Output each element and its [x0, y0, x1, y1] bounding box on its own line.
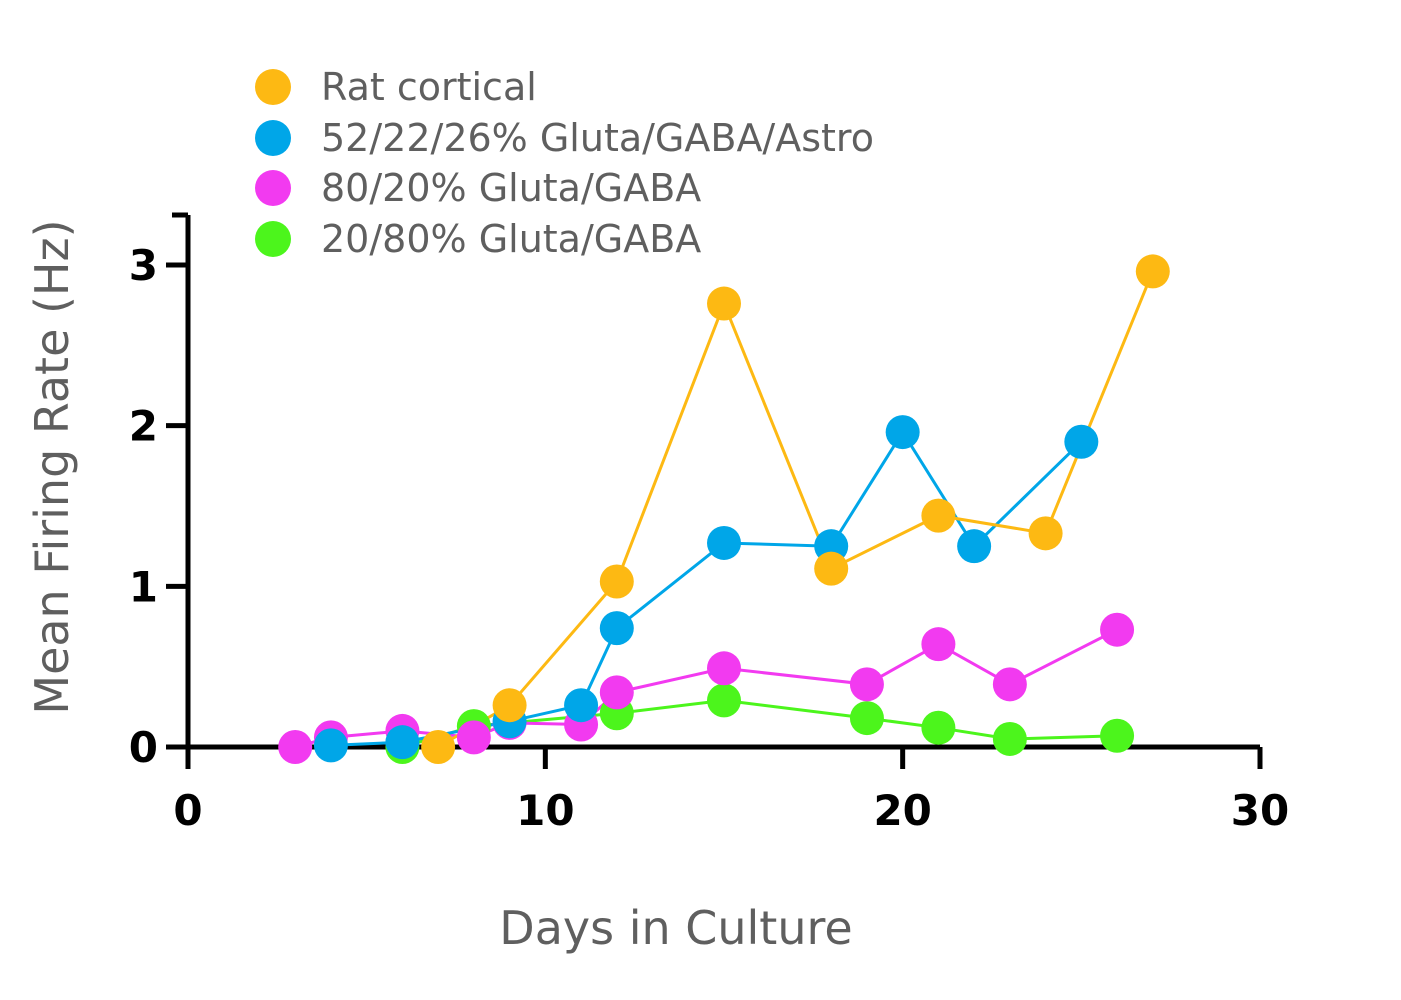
data-point [599, 564, 634, 599]
legend: Rat cortical 52/22/26% Gluta/GABA/Astro … [255, 62, 874, 264]
series-line [330, 429, 1083, 747]
series-line [437, 270, 1155, 749]
legend-label: 20/80% Gluta/GABA [321, 216, 702, 261]
legend-marker [255, 69, 291, 106]
x-tick-label: 20 [873, 786, 931, 835]
data-point [313, 728, 348, 763]
data-point [1100, 612, 1135, 647]
legend-label: Rat cortical [321, 65, 537, 110]
data-point [599, 611, 634, 646]
data-point [278, 730, 313, 764]
data-point [849, 701, 884, 736]
data-point [492, 688, 527, 723]
legend-item-20-80-gluta-gaba: 20/80% Gluta/GABA [255, 214, 874, 265]
legend-item-gluta-gaba-astro: 52/22/26% Gluta/GABA/Astro [255, 113, 874, 164]
data-point [992, 721, 1027, 756]
x-tick-label: 30 [1231, 786, 1289, 835]
x-tick-label: 0 [173, 786, 202, 835]
data-point [456, 720, 491, 755]
data-point [921, 627, 956, 662]
data-point [1028, 516, 1063, 551]
legend-marker [255, 119, 291, 156]
data-point [564, 688, 599, 723]
data-point [707, 525, 741, 560]
y-tick-label: 1 [129, 562, 158, 611]
data-point [599, 675, 634, 710]
data-point [921, 710, 956, 745]
data-point [1135, 254, 1170, 289]
x-tick-label: 10 [516, 786, 574, 835]
data-point [707, 651, 741, 686]
legend-item-rat-cortical: Rat cortical [255, 62, 874, 113]
legend-marker [255, 170, 291, 207]
series-layer [278, 254, 1170, 764]
data-point [1064, 424, 1099, 459]
data-point [885, 415, 920, 450]
data-point [957, 529, 992, 564]
data-point [849, 667, 884, 702]
data-point [385, 725, 420, 760]
data-point [421, 730, 456, 764]
legend-label: 80/20% Gluta/GABA [321, 166, 702, 211]
legend-marker [255, 220, 291, 257]
data-point [707, 286, 741, 321]
data-point [1100, 718, 1135, 753]
data-point [707, 683, 741, 718]
data-point [814, 551, 849, 586]
data-point [921, 498, 956, 533]
x-axis-label: Days in Culture [499, 901, 853, 955]
y-tick-label: 0 [129, 723, 158, 772]
data-point [992, 667, 1027, 702]
y-tick-label: 2 [129, 402, 158, 451]
y-axis-label: Mean Firing Rate (Hz) [25, 219, 79, 715]
legend-item-80-20-gluta-gaba: 80/20% Gluta/GABA [255, 163, 874, 214]
y-tick-label: 3 [129, 241, 158, 290]
legend-label: 52/22/26% Gluta/GABA/Astro [321, 115, 874, 160]
